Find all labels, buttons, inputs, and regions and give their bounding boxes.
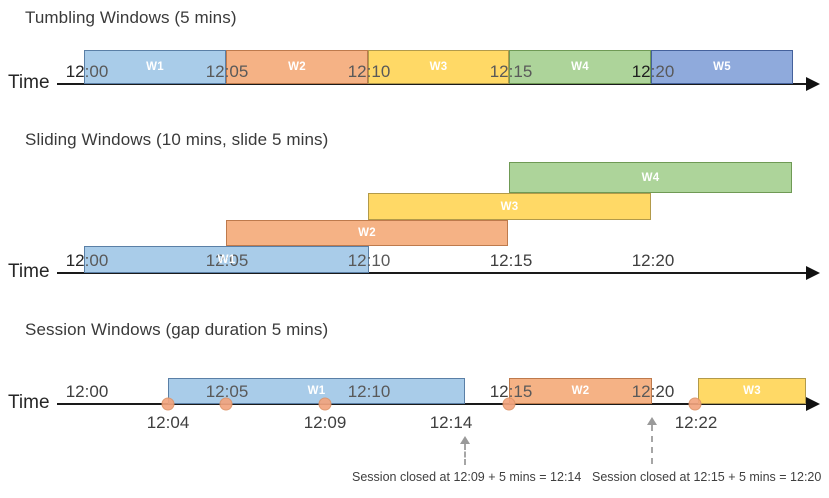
callout-arrowhead-icon: [647, 417, 657, 425]
tick-text: 12:05: [205, 62, 249, 81]
tick-text: 12:15: [489, 251, 533, 270]
window-label: W2: [571, 385, 590, 397]
axis-tick-label: 12:20: [632, 251, 675, 271]
window-label: W3: [429, 61, 448, 73]
event-time-label: 12:22: [674, 413, 718, 432]
axis-tick-label: 12:20: [632, 62, 675, 82]
window-rect-w5: W5: [651, 50, 793, 84]
window-label: W1: [146, 61, 164, 73]
window-label: W5: [713, 61, 731, 73]
window-label: W1: [217, 253, 236, 266]
timeline-arrowhead-icon: [806, 397, 820, 411]
tick-text: 12: [65, 251, 85, 270]
axis-tick-label: 12:15: [490, 62, 533, 82]
window-rect-w2: W2: [509, 378, 652, 404]
window-rect-w3: W3: [368, 193, 651, 220]
tick-text: :20: [650, 382, 675, 401]
tick-text: :20: [650, 62, 675, 81]
window-label: W2: [288, 61, 306, 73]
callout-arrowhead-icon: [460, 436, 470, 444]
event-time-label: 12:14: [429, 413, 473, 432]
window-rect-w1: W1: [168, 378, 465, 404]
axis-tick-label: 12:05: [206, 62, 249, 82]
event-dot: [161, 397, 175, 411]
window-label: W4: [571, 61, 589, 73]
event-dot: [318, 397, 332, 411]
timeline-axis: [57, 83, 808, 85]
axis-tick-label: 12:05: [206, 251, 249, 271]
window-label: W3: [500, 200, 519, 213]
tick-text: 12:05: [205, 251, 249, 270]
window-label: W1: [307, 385, 326, 397]
tick-text: 12: [489, 382, 509, 401]
axis-tick-label: 12:20: [632, 382, 675, 402]
tick-text: 12:10: [347, 251, 391, 270]
axis-tick-label: 12:00: [66, 62, 109, 82]
window-rect-w2: W2: [226, 50, 368, 84]
axis-tick-label: 12:10: [348, 62, 391, 82]
tick-text: 12:20: [631, 251, 675, 270]
window-rect-w4: W4: [509, 50, 651, 84]
tick-text: 12:10: [347, 382, 391, 401]
tick-text: 12: [65, 62, 85, 81]
tick-text: 12:00: [65, 382, 109, 401]
window-label: W4: [641, 171, 660, 184]
time-axis-label-sliding: Time: [8, 261, 50, 282]
timeline-arrowhead-icon: [806, 266, 820, 280]
axis-tick-label: 12:15: [490, 251, 533, 271]
axis-tick-label: 12:00: [66, 382, 109, 402]
tick-text: 12: [631, 382, 651, 401]
tick-text: :00: [84, 62, 109, 81]
event-time-label: 12:09: [303, 413, 347, 432]
window-rect-w3: W3: [368, 50, 509, 84]
axis-tick-label: 12:10: [348, 382, 391, 402]
tick-text: 12:05: [205, 382, 249, 401]
tumbling-section-title: Tumbling Windows (5 mins): [25, 8, 237, 27]
time-axis-label-tumbling: Time: [8, 72, 50, 93]
window-rect-w3: W3: [698, 378, 806, 404]
axis-tick-label: 12:10: [348, 251, 391, 271]
callout-dashed-line: [651, 425, 653, 464]
callout-dashed-line: [464, 444, 466, 465]
tick-text: 12:15: [489, 62, 533, 81]
event-dot: [219, 397, 233, 411]
tick-text: :15: [508, 382, 533, 401]
tick-text: 12:10: [347, 62, 391, 81]
axis-tick-label: 12:00: [66, 251, 109, 271]
event-dot: [502, 397, 516, 411]
window-rect-w1: W1: [84, 246, 369, 273]
window-rect-w2: W2: [226, 220, 508, 246]
window-rect-w1: W1: [84, 50, 226, 84]
session-section-title: Session Windows (gap duration 5 mins): [25, 320, 329, 339]
tick-text: 12: [631, 62, 651, 81]
event-time-label: 12:04: [146, 413, 190, 432]
callout-annotation-text: Session closed at 12:15 + 5 mins = 12:20: [592, 470, 822, 484]
timeline-axis: [57, 403, 808, 405]
axis-tick-label: 12:05: [206, 382, 249, 402]
timeline-arrowhead-icon: [806, 77, 820, 91]
axis-tick-label: 12:15: [490, 382, 533, 402]
window-label: W3: [743, 385, 761, 397]
timeline-axis: [57, 272, 808, 274]
time-axis-label-session: Time: [8, 392, 50, 413]
tick-text: :00: [84, 251, 109, 270]
event-dot: [688, 397, 702, 411]
window-rect-w4: W4: [509, 162, 792, 193]
callout-annotation-text: Session closed at 12:09 + 5 mins = 12:14: [352, 470, 582, 484]
sliding-section-title: Sliding Windows (10 mins, slide 5 mins): [25, 130, 329, 149]
window-label: W2: [358, 227, 376, 239]
